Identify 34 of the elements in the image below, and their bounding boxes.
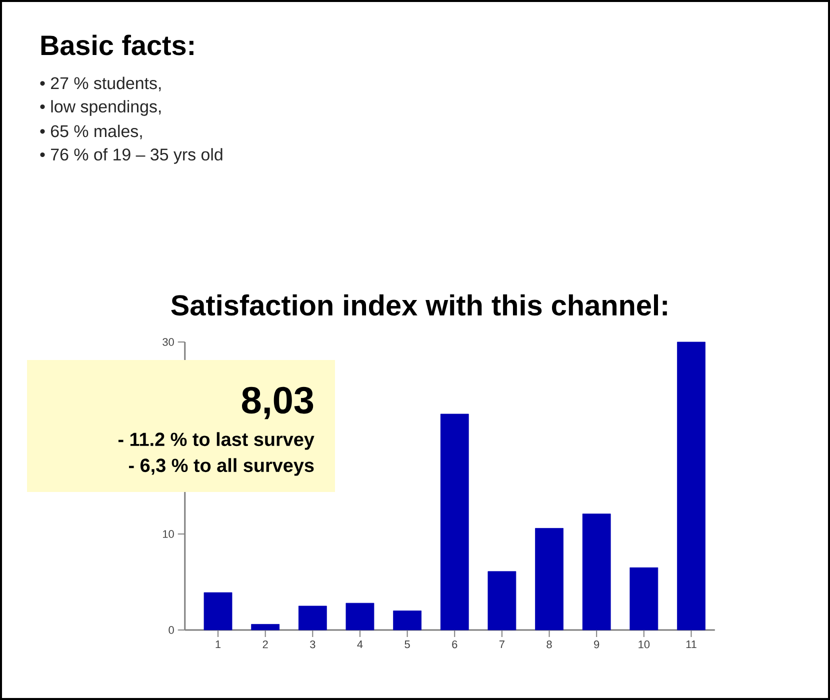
x-tick-label: 5 <box>404 640 410 648</box>
text: Basic facts: <box>41 34 194 56</box>
bar <box>535 528 564 630</box>
x-tick-label: 2 <box>262 640 268 648</box>
x-tick-label: 3 <box>310 640 316 648</box>
text: • 65 % males, <box>40 124 142 140</box>
x-tick-label: 8 <box>546 640 552 648</box>
y-tick-label: 10 <box>163 530 174 538</box>
x-tick-label: 11 <box>686 640 696 648</box>
bar <box>346 602 374 630</box>
bar <box>298 606 327 630</box>
chart-title: Satisfaction index with this channel: <box>171 294 667 316</box>
annotation: - 11.2 % to last survey <box>118 432 314 450</box>
bar <box>677 342 706 630</box>
text: • 27 % students, <box>40 76 161 92</box>
bar <box>630 567 658 630</box>
annotation: - 6,3 % to all surveys <box>129 458 314 476</box>
annotation: 8,03 <box>242 386 314 420</box>
bar <box>393 610 422 630</box>
bar <box>204 592 232 630</box>
bar <box>251 624 280 630</box>
x-tick-label: 9 <box>594 640 600 648</box>
y-tick-label: 0 <box>168 626 174 634</box>
y-tick-label: 30 <box>162 338 174 346</box>
x-tick-label: 4 <box>357 640 363 648</box>
x-tick-label: 7 <box>499 640 504 648</box>
bar <box>440 414 469 630</box>
bar <box>488 571 516 630</box>
bar <box>582 514 611 630</box>
x-tick-label: 6 <box>452 640 458 648</box>
x-tick-label: 10 <box>638 640 650 648</box>
text: • low spendings, <box>40 100 161 116</box>
x-tick-label: 1 <box>216 640 221 648</box>
text: • 76 % of 19 – 35 yrs old <box>40 148 222 164</box>
